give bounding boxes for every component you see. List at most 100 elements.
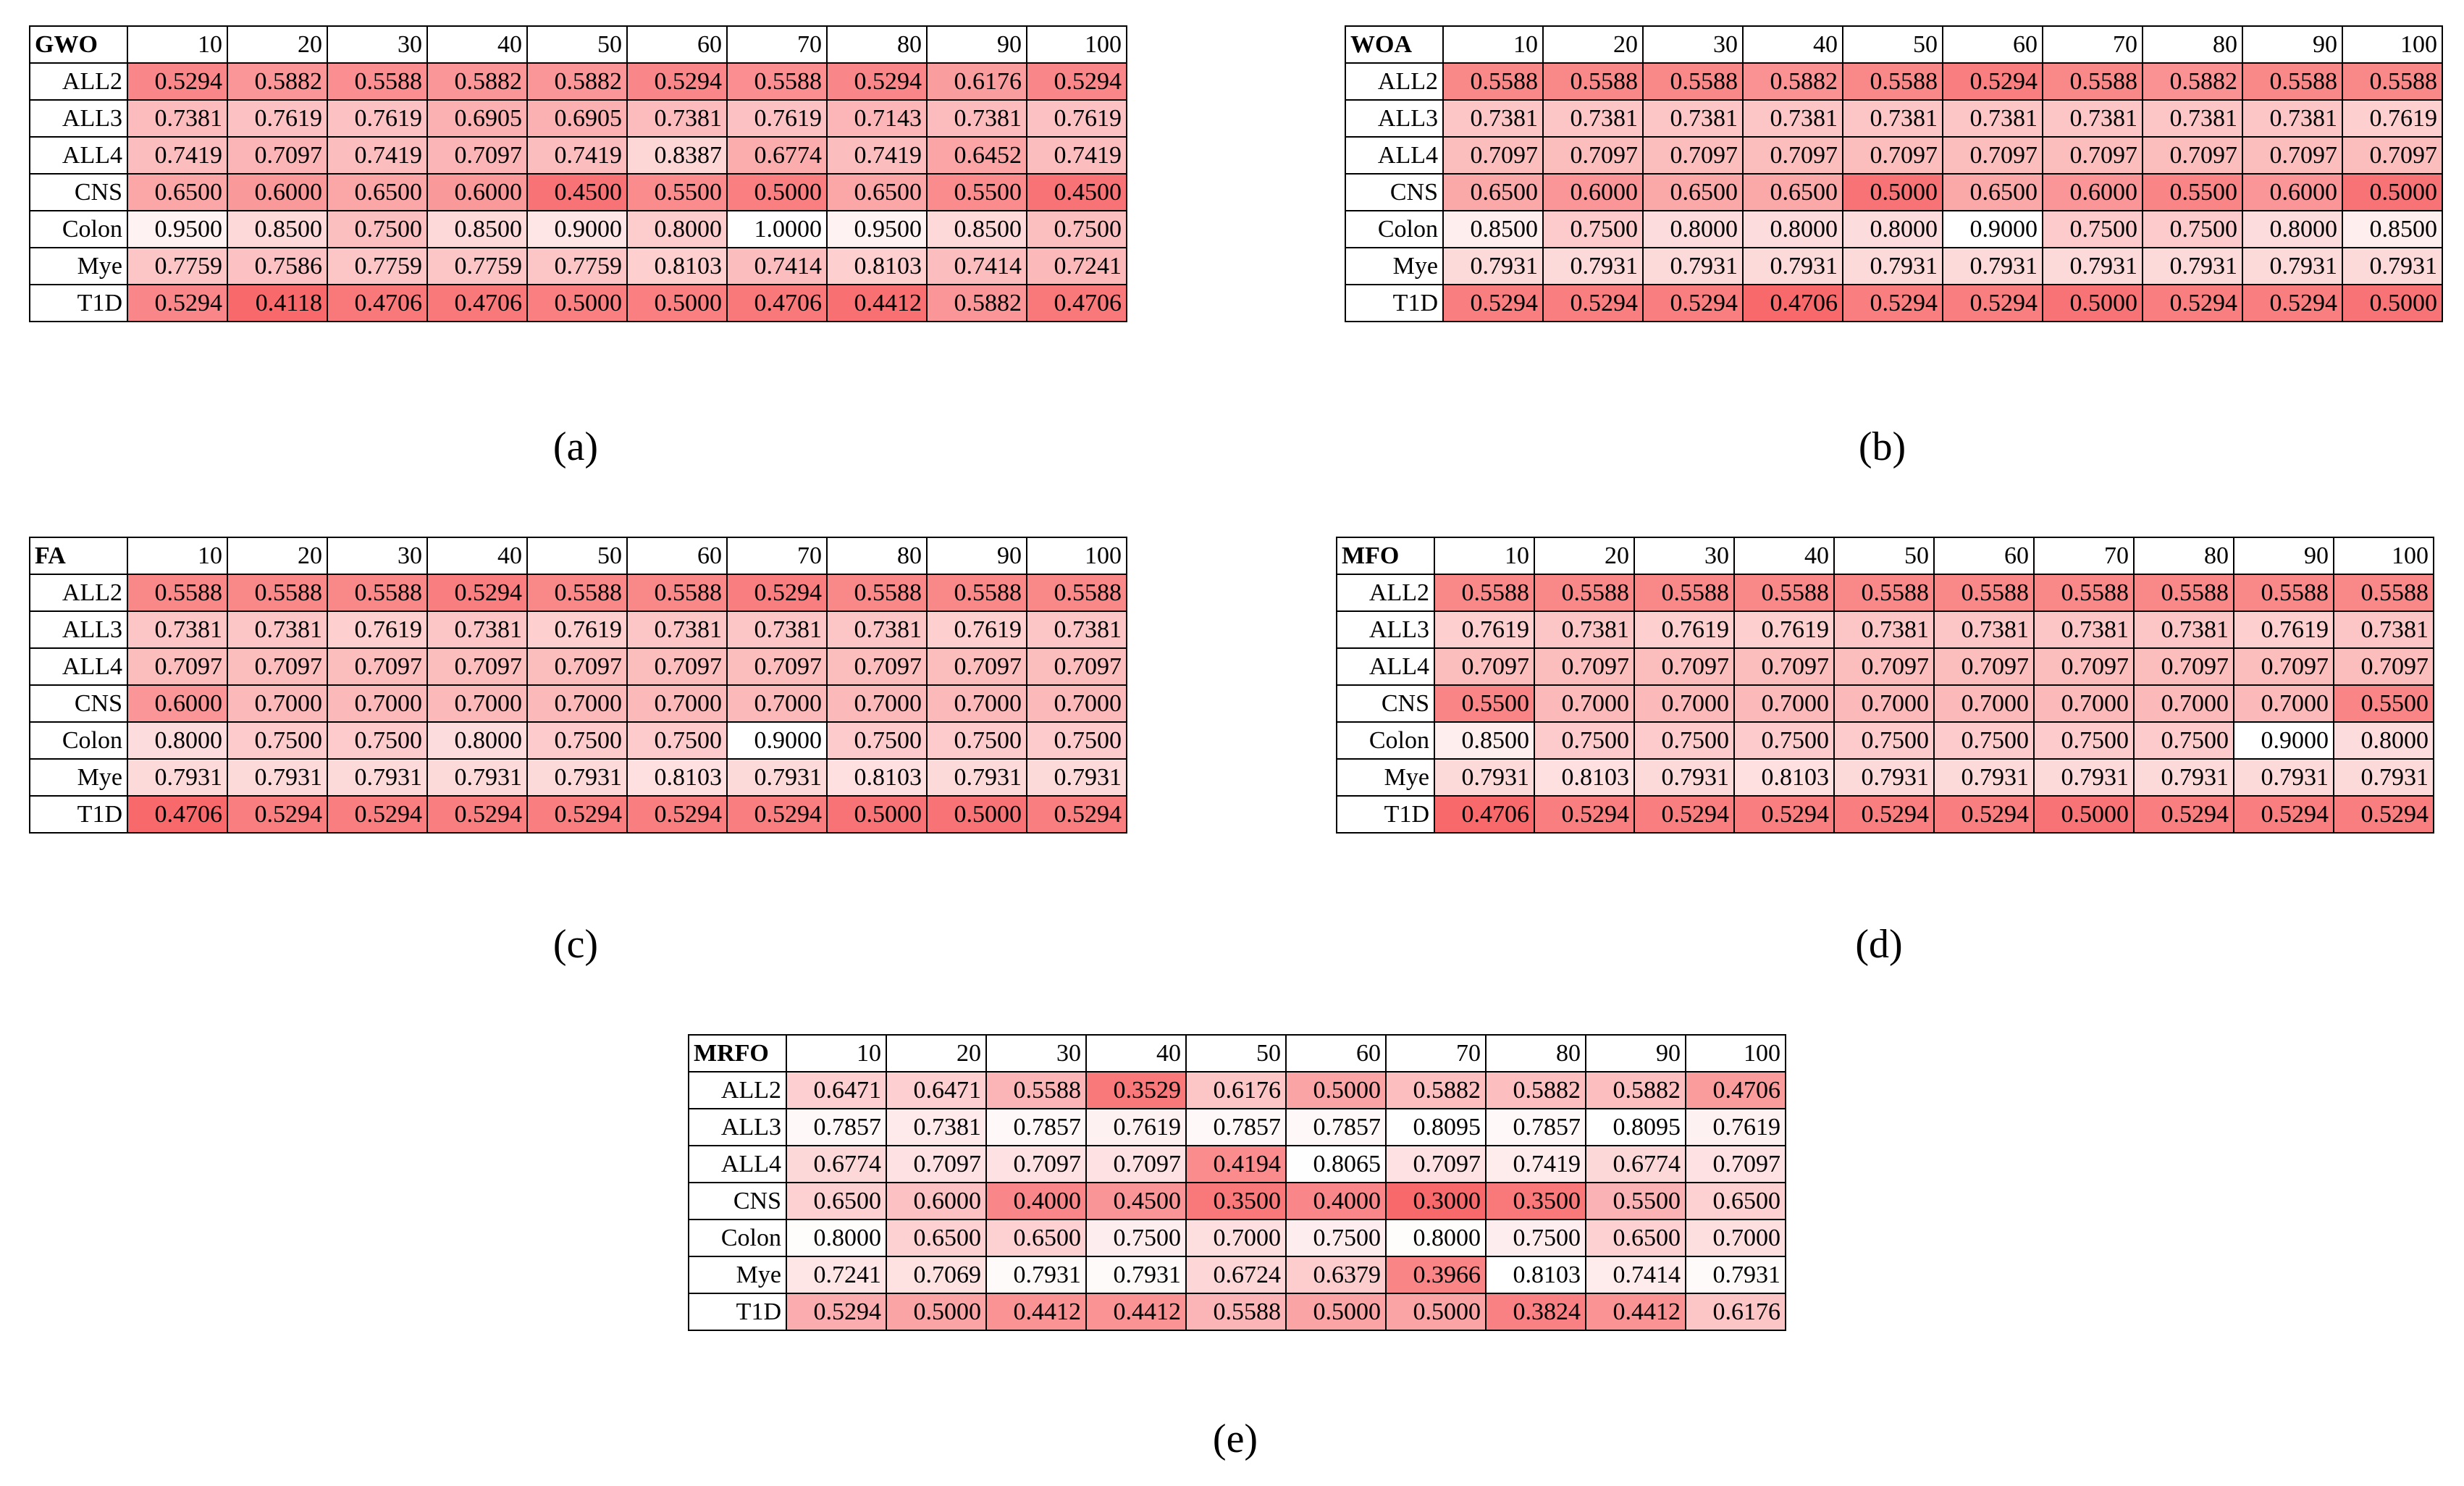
value-cell: 0.6500 xyxy=(786,1182,887,1220)
table-row: T1D 0.5294 0.5294 0.5294 0.4706 0.5294 0.5294 0… xyxy=(1345,284,2443,322)
column-header: 60 xyxy=(626,25,728,64)
column-header: 10 xyxy=(127,25,228,64)
value-cell: 0.7097 xyxy=(1833,647,1935,686)
value-cell: 0.7500 xyxy=(1534,721,1635,760)
table-row: Mye 0.7759 0.7586 0.7759 0.7759 0.7759 0.8103 0… xyxy=(29,247,1127,285)
value-cell: 0.7097 xyxy=(1685,1145,1786,1183)
value-cell: 0.6905 xyxy=(426,99,528,138)
value-cell: 0.6500 xyxy=(1742,173,1843,211)
row-label: CNS xyxy=(1345,173,1444,211)
value-cell: 0.7619 xyxy=(1633,610,1735,649)
table-row: CNS 0.5500 0.7000 0.7000 0.7000 0.7000 0.7000 0… xyxy=(1336,684,2434,723)
value-cell: 0.7097 xyxy=(1933,647,2035,686)
value-cell: 0.6452 xyxy=(926,136,1027,175)
value-cell: 0.7097 xyxy=(1642,136,1744,175)
value-cell: 0.6500 xyxy=(1942,173,2043,211)
value-cell: 0.5588 xyxy=(1185,1293,1287,1331)
value-cell: 0.6500 xyxy=(886,1219,987,1257)
value-cell: 0.5294 xyxy=(1942,284,2043,322)
column-header: 40 xyxy=(1742,25,1843,64)
value-cell: 0.6176 xyxy=(1185,1071,1287,1109)
value-cell: 0.7500 xyxy=(1285,1219,1387,1257)
value-cell: 0.8065 xyxy=(1285,1145,1387,1183)
value-cell: 0.5882 xyxy=(926,284,1027,322)
value-cell: 0.7069 xyxy=(886,1256,987,1294)
value-cell: 0.5294 xyxy=(1442,284,1544,322)
value-cell: 0.8000 xyxy=(1842,210,1943,248)
value-cell: 0.6000 xyxy=(426,173,528,211)
value-cell: 0.5294 xyxy=(327,795,428,834)
value-cell: 0.7381 xyxy=(886,1108,987,1146)
value-cell: 0.7931 xyxy=(2342,247,2443,285)
table-row: Colon 0.8500 0.7500 0.7500 0.7500 0.7500 0.750… xyxy=(1336,721,2434,760)
value-cell: 0.7931 xyxy=(426,758,528,797)
value-cell: 0.6000 xyxy=(2242,173,2343,211)
value-cell: 0.7931 xyxy=(2333,758,2434,797)
value-cell: 0.7931 xyxy=(1542,247,1644,285)
value-cell: 0.6379 xyxy=(1285,1256,1387,1294)
value-cell: 0.4706 xyxy=(1685,1071,1786,1109)
column-header: 20 xyxy=(227,537,328,575)
value-cell: 0.7381 xyxy=(826,610,928,649)
value-cell: 0.5294 xyxy=(2133,795,2234,834)
value-cell: 0.7500 xyxy=(1485,1219,1586,1257)
value-cell: 0.7857 xyxy=(1285,1108,1387,1146)
table-row: ALL2 0.6471 0.6471 0.5588 0.3529 0.6176 0.5000… xyxy=(688,1071,1786,1109)
column-header: 10 xyxy=(127,537,228,575)
value-cell: 0.5000 xyxy=(626,284,728,322)
value-cell: 0.8000 xyxy=(1385,1219,1487,1257)
value-cell: 0.7000 xyxy=(1185,1219,1287,1257)
value-cell: 0.7759 xyxy=(426,247,528,285)
table-row: ALL4 0.7097 0.7097 0.7097 0.7097 0.7097 0.7097… xyxy=(1336,647,2434,686)
value-cell: 0.3500 xyxy=(1185,1182,1287,1220)
value-cell: 0.5000 xyxy=(1285,1071,1387,1109)
value-cell: 0.7931 xyxy=(2133,758,2234,797)
value-cell: 0.4706 xyxy=(127,795,228,834)
table-row: ALL3 0.7857 0.7381 0.7857 0.7619 0.7857 0.7857… xyxy=(688,1108,1786,1146)
value-cell: 0.8000 xyxy=(2242,210,2343,248)
value-cell: 0.7000 xyxy=(1733,684,1835,723)
value-cell: 0.5294 xyxy=(1642,284,1744,322)
value-cell: 0.5882 xyxy=(526,62,628,101)
value-cell: 0.6500 xyxy=(1442,173,1544,211)
value-cell: 0.6500 xyxy=(327,173,428,211)
value-cell: 0.8103 xyxy=(1733,758,1835,797)
value-cell: 0.7097 xyxy=(926,647,1027,686)
value-cell: 0.5588 xyxy=(327,62,428,101)
value-cell: 0.7931 xyxy=(1742,247,1843,285)
value-cell: 0.7097 xyxy=(2042,136,2143,175)
value-cell: 0.5000 xyxy=(1385,1293,1487,1331)
value-cell: 0.5000 xyxy=(886,1293,987,1331)
value-cell: 0.7381 xyxy=(1842,99,1943,138)
value-cell: 0.7931 xyxy=(1633,758,1735,797)
value-cell: 0.7381 xyxy=(1442,99,1544,138)
value-cell: 0.5588 xyxy=(1633,574,1735,612)
value-cell: 0.5588 xyxy=(526,574,628,612)
value-cell: 0.7000 xyxy=(2033,684,2135,723)
column-header: 100 xyxy=(2342,25,2443,64)
table-panel: MRFO 10 20 30 40 50 60 70 80 90 100 ALL2 0.6471 0.647… xyxy=(688,1034,1786,1331)
value-cell: 0.8000 xyxy=(1642,210,1744,248)
value-cell: 0.9500 xyxy=(127,210,228,248)
value-cell: 0.8103 xyxy=(826,758,928,797)
value-cell: 0.5294 xyxy=(2242,284,2343,322)
value-cell: 0.7241 xyxy=(1026,247,1127,285)
row-label: ALL4 xyxy=(1336,647,1435,686)
value-cell: 0.7097 xyxy=(1942,136,2043,175)
value-cell: 0.5588 xyxy=(985,1071,1087,1109)
value-cell: 0.7000 xyxy=(626,684,728,723)
value-cell: 0.5588 xyxy=(1733,574,1835,612)
value-cell: 0.5000 xyxy=(926,795,1027,834)
value-cell: 0.7381 xyxy=(127,99,228,138)
value-cell: 0.5294 xyxy=(1534,795,1635,834)
heatmap-table: MRFO 10 20 30 40 50 60 70 80 90 100 ALL2 0.6471 0.647… xyxy=(688,1034,1786,1331)
header-row: WOA 10 20 30 40 50 60 70 80 90 100 xyxy=(1345,25,2443,64)
value-cell: 0.3529 xyxy=(1085,1071,1187,1109)
value-cell: 0.5500 xyxy=(1585,1182,1686,1220)
value-cell: 0.7000 xyxy=(227,684,328,723)
value-cell: 0.8000 xyxy=(626,210,728,248)
value-cell: 0.7500 xyxy=(1026,721,1127,760)
value-cell: 0.7381 xyxy=(1534,610,1635,649)
value-cell: 0.4412 xyxy=(826,284,928,322)
value-cell: 0.8500 xyxy=(426,210,528,248)
